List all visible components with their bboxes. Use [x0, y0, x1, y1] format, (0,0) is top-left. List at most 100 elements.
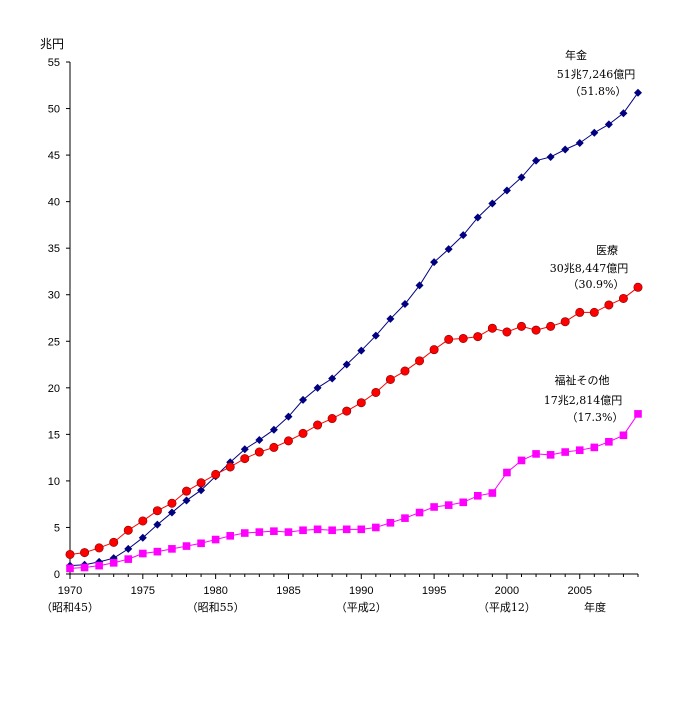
- data-point: [138, 533, 147, 542]
- data-point: [342, 406, 352, 416]
- y-tick-label: 10: [48, 476, 60, 488]
- data-point: [313, 420, 323, 430]
- data-point: [124, 544, 133, 553]
- data-point: [487, 323, 497, 333]
- data-point: [197, 486, 206, 495]
- data-point: [225, 462, 235, 472]
- data-point: [444, 245, 453, 254]
- data-point: [575, 446, 584, 454]
- data-point: [94, 543, 104, 553]
- data-point: [168, 545, 176, 553]
- data-point: [415, 281, 424, 290]
- data-point: [459, 498, 468, 507]
- data-point: [152, 506, 162, 516]
- data-point: [313, 525, 322, 534]
- data-point: [254, 447, 264, 457]
- data-point: [503, 468, 511, 477]
- data-point: [516, 321, 526, 331]
- series-annotation-line: （51.8%）: [570, 85, 627, 98]
- data-point: [386, 314, 395, 323]
- data-point: [590, 443, 599, 452]
- data-point: [634, 410, 642, 418]
- series-line: [69, 413, 639, 569]
- data-point: [473, 492, 482, 500]
- data-point: [65, 549, 75, 559]
- y-axis: 0 5 10 15 20 25 30 35 40 45 50 55: [48, 57, 71, 581]
- series-2: [65, 282, 643, 559]
- x-era-label: （平成12）: [478, 601, 536, 614]
- data-point: [298, 428, 308, 438]
- data-point: [430, 503, 438, 511]
- data-point: [342, 525, 351, 534]
- data-point: [211, 535, 220, 544]
- series-annotation-line: 医療: [596, 243, 618, 257]
- data-point: [561, 145, 570, 154]
- data-point: [502, 327, 512, 337]
- data-point: [604, 120, 613, 129]
- x-era-label: （昭和55）: [187, 601, 245, 614]
- series-line: [69, 92, 639, 567]
- data-point: [502, 186, 511, 195]
- data-point: [109, 537, 119, 547]
- data-point: [619, 109, 628, 118]
- y-tick-label: 55: [48, 57, 60, 69]
- x-era-label: （平成2）: [336, 601, 387, 614]
- x-tick-label: 1995: [422, 585, 446, 597]
- data-point: [590, 128, 599, 137]
- data-point: [429, 345, 439, 355]
- data-point: [284, 412, 293, 421]
- data-point: [488, 489, 497, 497]
- data-point: [546, 152, 555, 161]
- data-point: [167, 498, 177, 508]
- data-point: [444, 334, 454, 344]
- data-point: [560, 317, 570, 327]
- y-tick-label: 20: [48, 383, 60, 395]
- series-annotation-line: 年金: [565, 48, 587, 62]
- y-tick-label: 40: [48, 197, 60, 209]
- data-point: [532, 156, 541, 165]
- series-annotation-line: 51兆7,246億円: [557, 68, 636, 81]
- data-point: [633, 282, 643, 292]
- data-point: [197, 539, 205, 548]
- series-annotation-line: 17兆2,814億円: [544, 394, 623, 407]
- data-point: [327, 414, 337, 424]
- data-point: [444, 501, 453, 509]
- data-point: [517, 456, 526, 465]
- data-point: [269, 425, 278, 434]
- series-group: [65, 88, 643, 573]
- data-point: [284, 528, 293, 536]
- data-point: [458, 333, 468, 343]
- data-point: [196, 478, 206, 488]
- data-point: [488, 199, 497, 208]
- y-tick-label: 0: [54, 569, 60, 581]
- data-point: [371, 331, 380, 340]
- series-3: [66, 410, 642, 573]
- annotations: 年金 51兆7,246億円 （51.8%） 医療 30兆8,447億円 （30.9%） 福祉…: [544, 48, 636, 424]
- data-point: [269, 442, 279, 452]
- data-point: [124, 555, 133, 563]
- data-point: [328, 374, 337, 383]
- data-point: [561, 448, 569, 456]
- data-point: [386, 519, 395, 527]
- data-point: [400, 300, 409, 309]
- data-point: [385, 374, 395, 384]
- data-point: [473, 332, 483, 342]
- data-point: [430, 258, 439, 267]
- x-era-label: （昭和45）: [41, 601, 99, 614]
- data-point: [634, 88, 642, 97]
- data-point: [605, 438, 613, 446]
- data-point: [357, 525, 366, 534]
- data-point: [255, 528, 264, 536]
- data-point: [138, 516, 148, 526]
- data-point: [459, 231, 468, 240]
- data-point: [546, 451, 555, 459]
- data-point: [109, 559, 118, 567]
- data-point: [357, 346, 366, 355]
- data-point: [415, 356, 425, 366]
- x-axis: 1970 （昭和45） 1975 1980 （昭和55） 1985 1990 （平成2） 199…: [41, 573, 639, 614]
- data-point: [604, 300, 614, 310]
- series-line: [69, 286, 639, 555]
- series-annotation-line: （17.3%）: [567, 411, 624, 424]
- data-point: [356, 398, 366, 408]
